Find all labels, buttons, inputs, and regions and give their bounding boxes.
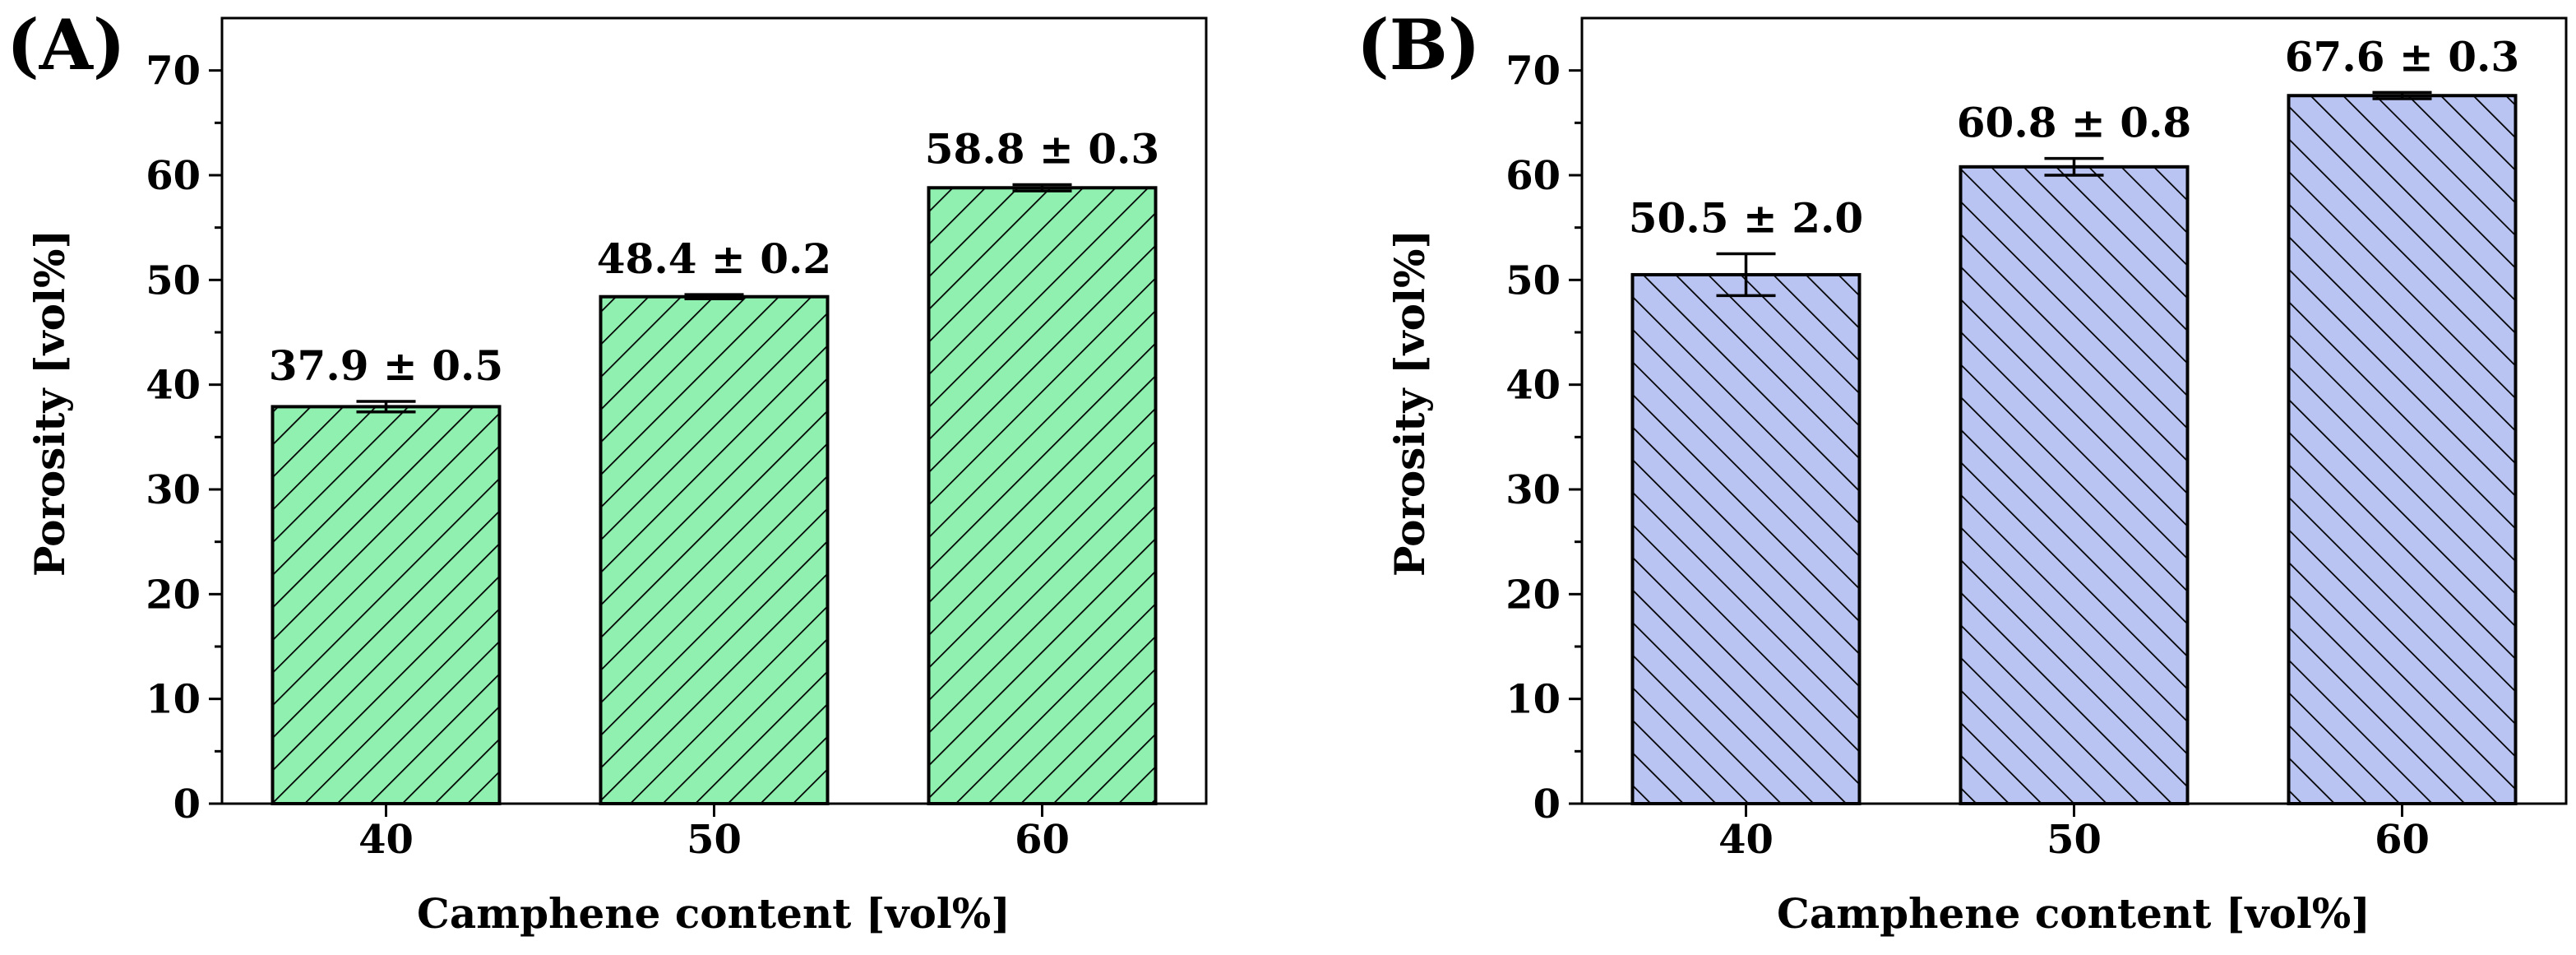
data-label-a-40: 37.9 ± 0.5 [269, 341, 503, 390]
y-axis-a: 0 10 20 30 40 50 60 70 [146, 49, 222, 828]
y-tick-label-b: 50 [1505, 257, 1561, 304]
data-label-a-60: 58.8 ± 0.3 [925, 124, 1159, 173]
chart-panel-b: (B) Porosity [vol%] Camphene content [vo… [1357, 4, 2568, 938]
panel-label-b: (B) [1357, 4, 1481, 86]
y-tick-label-b: 60 [1505, 153, 1561, 199]
y-tick-label-b: 10 [1505, 677, 1561, 723]
x-tick-label-b-60: 60 [2375, 817, 2430, 863]
y-tick-label-b: 30 [1505, 467, 1561, 513]
y-tick-label-a: 60 [146, 153, 201, 199]
y-tick-label-b: 40 [1505, 363, 1561, 409]
y-tick-label-b: 0 [1533, 781, 1561, 828]
data-label-b-60: 67.6 ± 0.3 [2285, 32, 2519, 81]
x-tick-label-b-50: 50 [2046, 817, 2102, 863]
x-axis-b: 40 50 60 [1718, 804, 2430, 863]
panel-label-a: (A) [7, 4, 126, 86]
y-tick-label-a: 70 [146, 49, 201, 95]
y-tick-label-a: 0 [173, 781, 201, 828]
bar-a-60 [927, 186, 1158, 805]
bar-a-50 [599, 294, 830, 805]
y-axis-b: 0 10 20 30 40 50 60 70 [1505, 49, 1582, 828]
chart-panel-a: (A) Porosity [vol%] Camphene content [vo… [7, 4, 1208, 938]
plot-frame-b [1580, 16, 2568, 805]
x-axis-a: 40 50 60 [358, 804, 1070, 863]
y-axis-title-a-wrap: Porosity [vol%] [25, 229, 74, 577]
y-tick-label-a: 10 [146, 677, 201, 723]
x-axis-title-a: Camphene content [vol%] [417, 889, 1011, 938]
bars-b: 50.5 ± 2.0 60.8 ± 0.8 67.6 ± 0.3 [1629, 32, 2519, 805]
y-tick-label-b: 70 [1505, 49, 1561, 95]
y-axis-title-b: Porosity [vol%] [1385, 229, 1434, 577]
bar-b-50 [1959, 165, 2190, 805]
data-label-a-50: 48.4 ± 0.2 [597, 234, 831, 283]
x-tick-label-a-60: 60 [1015, 817, 1070, 863]
bar-a-40 [271, 405, 502, 805]
y-tick-label-a: 50 [146, 257, 201, 304]
y-axis-title-b-wrap: Porosity [vol%] [1385, 229, 1434, 577]
data-label-b-40: 50.5 ± 2.0 [1629, 194, 1863, 243]
bars-a: 37.9 ± 0.5 48.4 ± 0.2 58.8 ± 0.3 [269, 124, 1159, 805]
y-tick-label-a: 40 [146, 363, 201, 409]
y-tick-label-a: 20 [146, 572, 201, 618]
x-tick-label-a-50: 50 [687, 817, 742, 863]
plot-frame-a [220, 16, 1208, 805]
bar-b-60 [2287, 94, 2518, 805]
x-tick-label-a-40: 40 [358, 817, 414, 863]
y-axis-title-a: Porosity [vol%] [25, 229, 74, 577]
data-label-b-50: 60.8 ± 0.8 [1957, 99, 2191, 147]
x-axis-title-b: Camphene content [vol%] [1777, 889, 2370, 938]
y-tick-label-b: 20 [1505, 572, 1561, 618]
y-tick-label-a: 30 [146, 467, 201, 513]
x-tick-label-b-40: 40 [1718, 817, 1774, 863]
bar-b-40 [1630, 272, 1861, 805]
